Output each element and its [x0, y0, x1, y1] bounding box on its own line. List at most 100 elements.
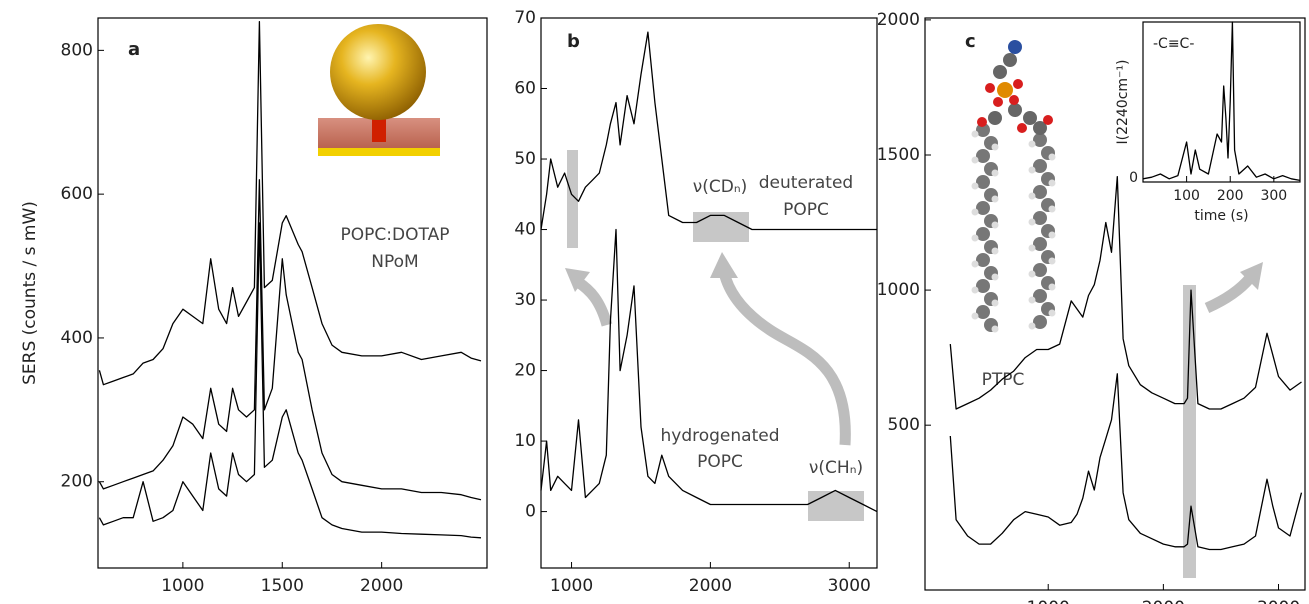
atom — [991, 247, 999, 255]
atom — [977, 117, 987, 127]
atom — [1008, 40, 1022, 54]
panel-label: b — [567, 31, 580, 52]
atom — [971, 130, 979, 138]
atom — [1033, 185, 1047, 199]
atom — [976, 175, 990, 189]
x-tick-label: 1000 — [161, 576, 204, 596]
y-tick-label: 600 — [61, 184, 93, 204]
atom — [1048, 179, 1056, 187]
atom — [971, 208, 979, 216]
y-tick-label: 60 — [514, 79, 536, 99]
atom — [971, 156, 979, 164]
atom — [1033, 159, 1047, 173]
highlight-boxes — [567, 150, 1196, 578]
inset-title: -C≡C- — [1153, 36, 1194, 52]
spectrum-line — [98, 222, 482, 539]
atom — [1028, 218, 1036, 226]
y-axis-label: I(2240cm⁻¹) — [1115, 59, 1131, 144]
y-tick-label: 70 — [514, 8, 536, 28]
atom — [1033, 237, 1047, 251]
atom — [985, 83, 995, 93]
atom — [991, 221, 999, 229]
molecule-illustration — [971, 40, 1056, 333]
atom — [976, 227, 990, 241]
x-tick-label: 100 — [1173, 188, 1200, 204]
atom — [976, 123, 990, 137]
x-tick-label: 1500 — [261, 576, 304, 596]
atom — [1048, 283, 1056, 291]
y-tick-label: 10 — [514, 431, 536, 451]
atom — [971, 234, 979, 242]
atom — [1033, 121, 1047, 135]
atom — [1028, 192, 1036, 200]
atom — [1043, 115, 1053, 125]
y-tick-label: 2000 — [877, 10, 920, 30]
spectrum-line — [1142, 21, 1301, 182]
atom — [991, 273, 999, 281]
annotation: ν(CDₙ) — [693, 177, 748, 197]
atom — [1013, 79, 1023, 89]
atom — [1028, 296, 1036, 304]
x-tick-label: 200 — [1217, 188, 1244, 204]
atom — [1028, 270, 1036, 278]
x-tick-label: 3000 — [828, 576, 871, 596]
atom — [991, 169, 999, 177]
x-tick-label: 1000 — [1027, 598, 1070, 604]
x-tick-label: 3000 — [1257, 598, 1300, 604]
atom — [991, 325, 999, 333]
atom — [991, 299, 999, 307]
y-axis-label: SERS (counts / s mW) — [20, 201, 40, 385]
atom — [988, 111, 1002, 125]
y-tick-label: 30 — [514, 290, 536, 310]
plot-frame — [1142, 21, 1301, 183]
atom — [976, 305, 990, 319]
atom — [1033, 315, 1047, 329]
atom — [1008, 103, 1022, 117]
atom — [991, 195, 999, 203]
atom — [1033, 133, 1047, 147]
atom — [1048, 205, 1056, 213]
x-tick-label: 2000 — [360, 576, 403, 596]
x-tick-label: 2000 — [1142, 598, 1185, 604]
atom — [1009, 95, 1019, 105]
atom — [1033, 289, 1047, 303]
y-tick-label: 800 — [61, 40, 93, 60]
atom — [976, 279, 990, 293]
atom — [1048, 153, 1056, 161]
atom — [1003, 53, 1017, 67]
atom — [993, 97, 1003, 107]
atom — [1048, 309, 1056, 317]
atom — [997, 82, 1013, 98]
annotation: POPC — [783, 200, 829, 220]
atom — [991, 143, 999, 151]
y-tick-label: 400 — [61, 328, 93, 348]
y-tick-label: 0 — [1129, 170, 1138, 186]
atom — [1028, 140, 1036, 148]
y-tick-label: 50 — [514, 149, 536, 169]
atom — [971, 260, 979, 268]
atom — [1048, 257, 1056, 265]
annotation: hydrogenated — [661, 426, 780, 446]
atom — [971, 286, 979, 294]
atom — [1023, 111, 1037, 125]
atom — [993, 65, 1007, 79]
atom — [971, 312, 979, 320]
arrow-heads — [565, 252, 1263, 292]
atom — [1028, 166, 1036, 174]
annotation: deuterated — [759, 173, 853, 193]
annotation: ν(CHₙ) — [809, 458, 863, 478]
atom — [976, 253, 990, 267]
spectrum-line — [98, 179, 482, 501]
annotation: POPC:DOTAP — [341, 225, 450, 245]
plot-frame — [540, 17, 878, 569]
atom — [976, 201, 990, 215]
x-tick-label: 300 — [1260, 188, 1287, 204]
y-tick-label: 20 — [514, 361, 536, 381]
atom — [1033, 211, 1047, 225]
annotation: POPC — [697, 452, 743, 472]
plot-frame — [97, 17, 488, 569]
y-tick-label: 1500 — [877, 145, 920, 165]
y-tick-label: 0 — [525, 502, 536, 522]
x-axis-label: time (s) — [1194, 208, 1248, 224]
